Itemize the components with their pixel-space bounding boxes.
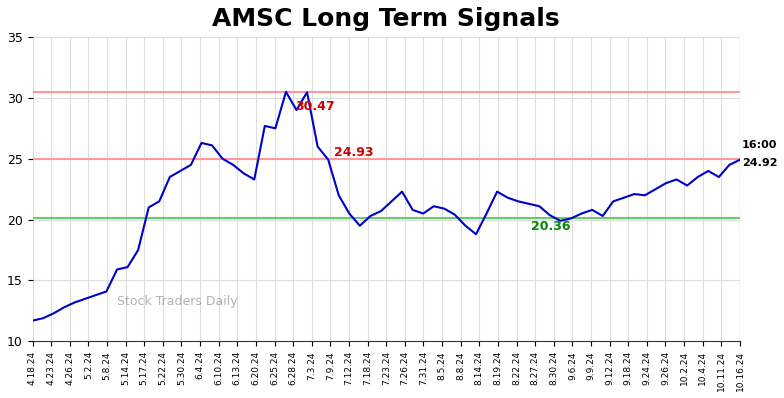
Text: 20.36: 20.36	[532, 220, 571, 233]
Text: Stock Traders Daily: Stock Traders Daily	[118, 295, 238, 308]
Text: 24.93: 24.93	[334, 146, 373, 159]
Text: 16:00: 16:00	[742, 140, 777, 150]
Text: 30.47: 30.47	[296, 100, 335, 113]
Title: AMSC Long Term Signals: AMSC Long Term Signals	[212, 7, 560, 31]
Text: 24.92: 24.92	[742, 158, 777, 168]
